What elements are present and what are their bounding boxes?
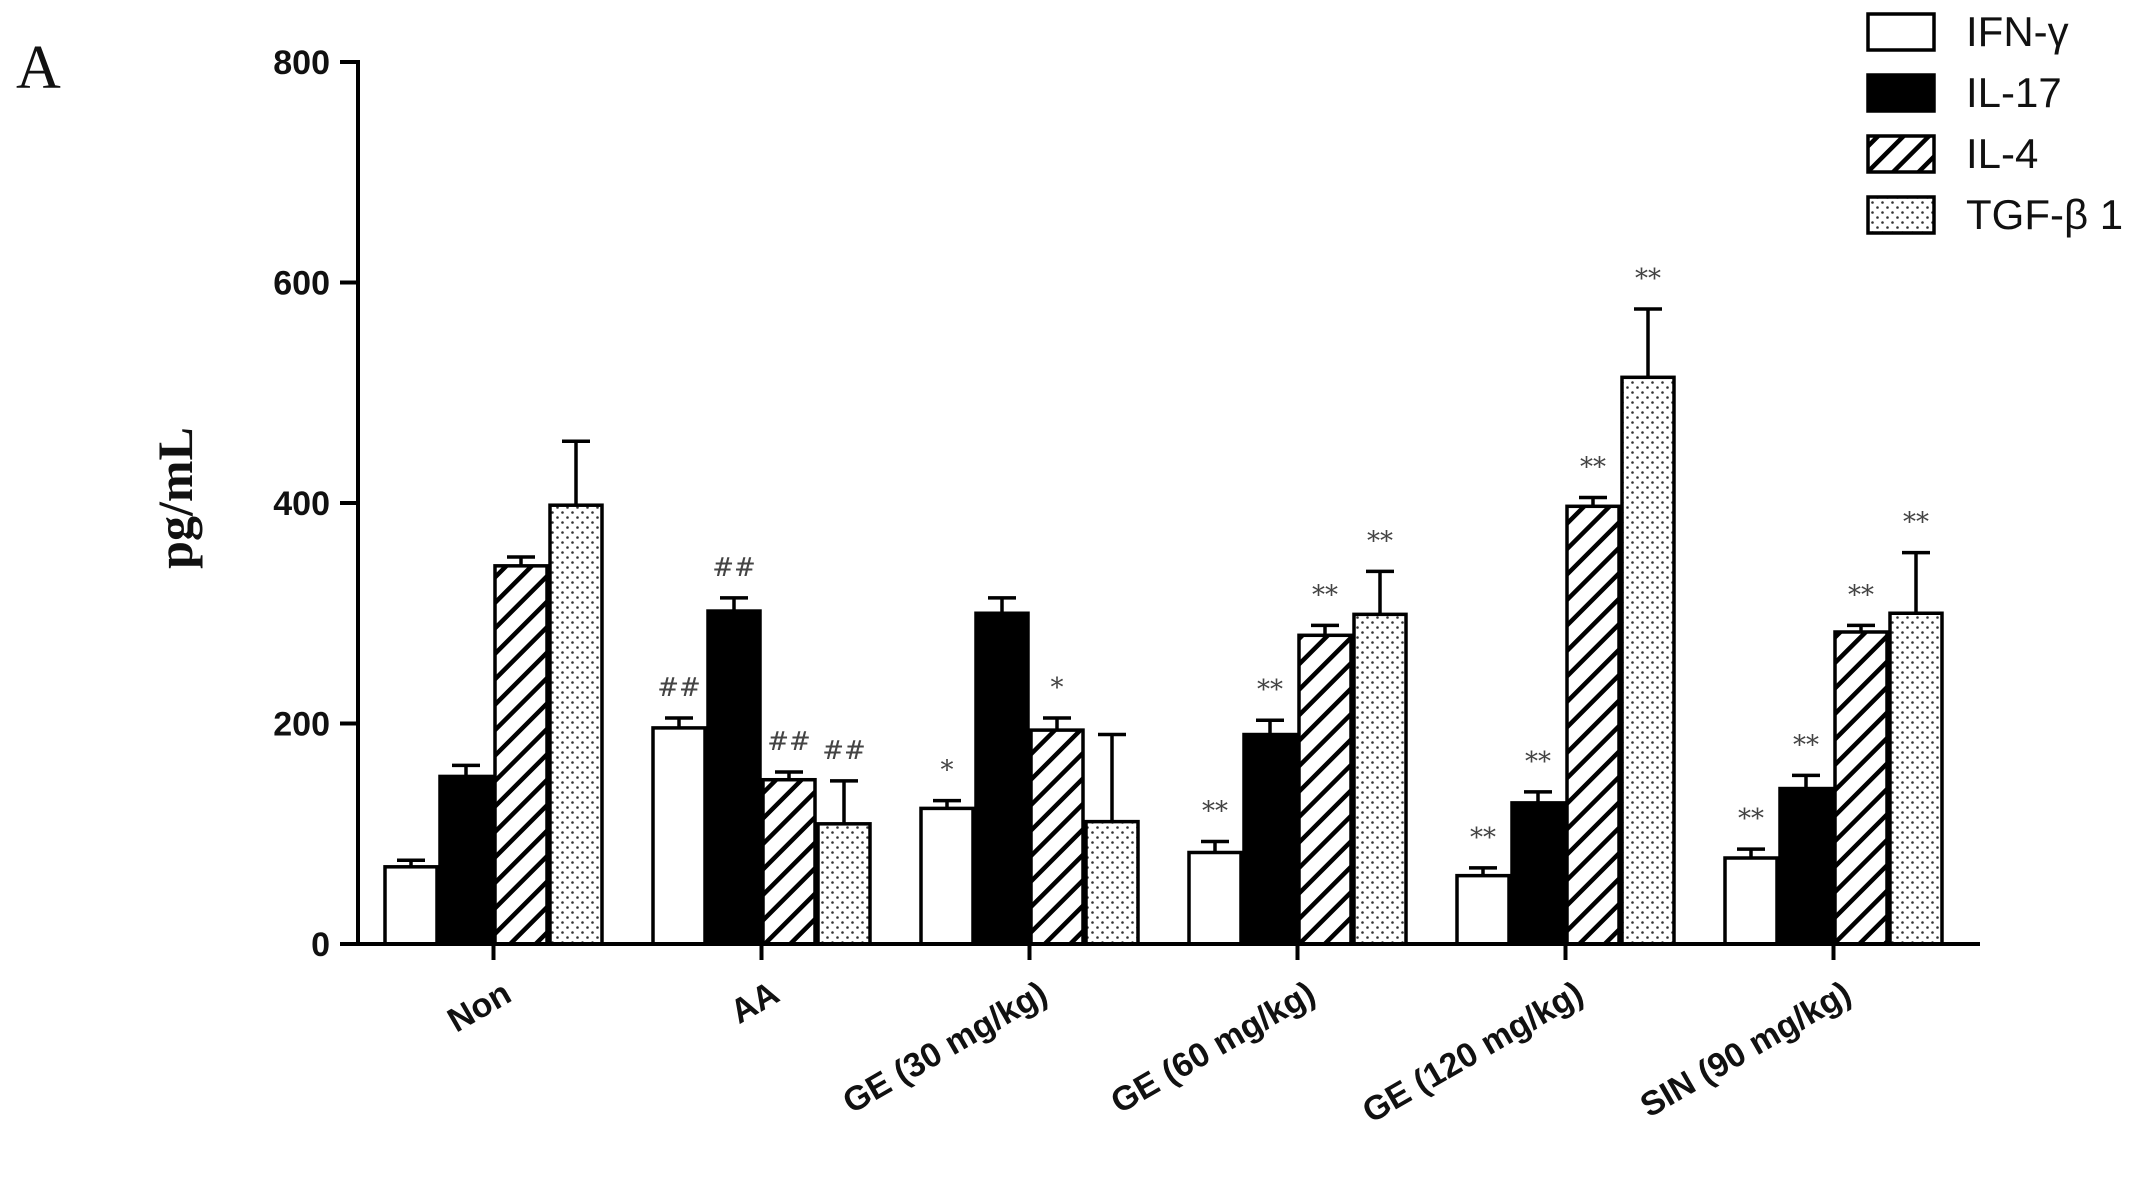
bar-il-17-ge-30-mg-kg (974, 611, 1030, 946)
legend-swatch-il-4 (1866, 134, 1936, 174)
bars-group (383, 375, 1944, 946)
y-tick-label: 200 (273, 706, 330, 744)
bar-ifn-ge-120-mg-kg (1455, 873, 1511, 946)
significance-mark: ** (1202, 796, 1228, 826)
bar-tgf-1-ge-30-mg-kg (1084, 819, 1140, 946)
significance-mark: ** (1635, 264, 1661, 294)
legend-label-ifn: IFN-γ (1966, 8, 2069, 55)
significance-mark: ## (657, 673, 701, 703)
significance-mark: ** (1738, 804, 1764, 834)
bar-il-17-ge-120-mg-kg (1510, 801, 1566, 946)
significance-mark: ** (1848, 580, 1874, 610)
y-tick-label: 600 (273, 265, 330, 303)
significance-mark: ** (1793, 730, 1819, 760)
bar-il-17-non (438, 774, 494, 946)
significance-mark: * (941, 756, 954, 786)
significance-annotations: ###### ##************************** (657, 264, 1929, 853)
significance-mark: ** (1903, 508, 1929, 538)
legend-label-tgf-1: TGF-β 1 (1966, 191, 2123, 238)
bar-il-4-non (493, 564, 549, 946)
x-tick-label-aa: AA (724, 974, 786, 1031)
bar-tgf-1-ge-120-mg-kg (1620, 375, 1676, 946)
y-tick-label: 0 (311, 926, 330, 964)
bar-ifn-aa (651, 726, 707, 946)
bar-il-4-ge-120-mg-kg (1565, 504, 1621, 946)
x-tick-label-ge-30-mg-kg: GE (30 mg/kg) (837, 974, 1054, 1121)
error-bars-group (397, 307, 1930, 876)
significance-mark: ** (1367, 526, 1393, 556)
significance-mark: ## (767, 727, 811, 757)
bar-il-4-ge-60-mg-kg (1297, 633, 1353, 946)
significance-mark: ** (1580, 452, 1606, 482)
x-tick-label-sin-90-mg-kg: SIN (90 mg/kg) (1634, 974, 1858, 1125)
legend-swatch-il-17 (1866, 73, 1936, 113)
x-tick-label-ge-120-mg-kg: GE (120 mg/kg) (1356, 974, 1589, 1131)
significance-mark: ** (1312, 580, 1338, 610)
bar-ifn-ge-30-mg-kg (919, 806, 975, 946)
significance-mark: ## (712, 553, 756, 583)
legend-swatch-tgf-1 (1866, 195, 1936, 235)
bar-il-4-sin-90-mg-kg (1833, 630, 1889, 946)
bar-ifn-non (383, 865, 439, 946)
bar-il-17-aa (706, 609, 762, 946)
significance-mark: ** (1470, 823, 1496, 853)
bar-il-17-ge-60-mg-kg (1242, 732, 1298, 946)
y-tick-label: 400 (273, 485, 330, 523)
legend-swatch-ifn (1866, 12, 1936, 52)
significance-mark: ** (1257, 675, 1283, 705)
bar-tgf-1-ge-60-mg-kg (1352, 612, 1408, 946)
y-axis: 0 200 400 600 800 (273, 44, 360, 964)
bar-tgf-1-non (548, 503, 604, 946)
y-axis-label: pg/mL (147, 427, 203, 569)
significance-mark: ## (822, 736, 866, 766)
x-axis: Non AA GE (30 mg/kg) GE (60 mg/kg) GE (120 m… (356, 942, 1980, 1131)
y-tick-label: 800 (273, 44, 330, 82)
bar-il-4-aa (761, 777, 817, 946)
significance-mark: ** (1525, 747, 1551, 777)
bar-tgf-1-sin-90-mg-kg (1888, 611, 1944, 946)
bar-tgf-1-aa (816, 822, 872, 946)
significance-mark: * (1051, 673, 1064, 703)
legend: IFN-γ IL-17 IL-4 TGF-β 1 (1866, 8, 2123, 238)
bar-ifn-ge-60-mg-kg (1187, 850, 1243, 946)
x-tick-label-non: Non (441, 974, 517, 1040)
legend-label-il-4: IL-4 (1966, 130, 2038, 177)
panel-label: A (16, 34, 61, 102)
bar-il-17-sin-90-mg-kg (1778, 786, 1834, 946)
bar-ifn-sin-90-mg-kg (1723, 856, 1779, 946)
legend-label-il-17: IL-17 (1966, 69, 2062, 116)
bar-il-4-ge-30-mg-kg (1029, 728, 1085, 946)
x-tick-label-ge-60-mg-kg: GE (60 mg/kg) (1105, 974, 1322, 1121)
